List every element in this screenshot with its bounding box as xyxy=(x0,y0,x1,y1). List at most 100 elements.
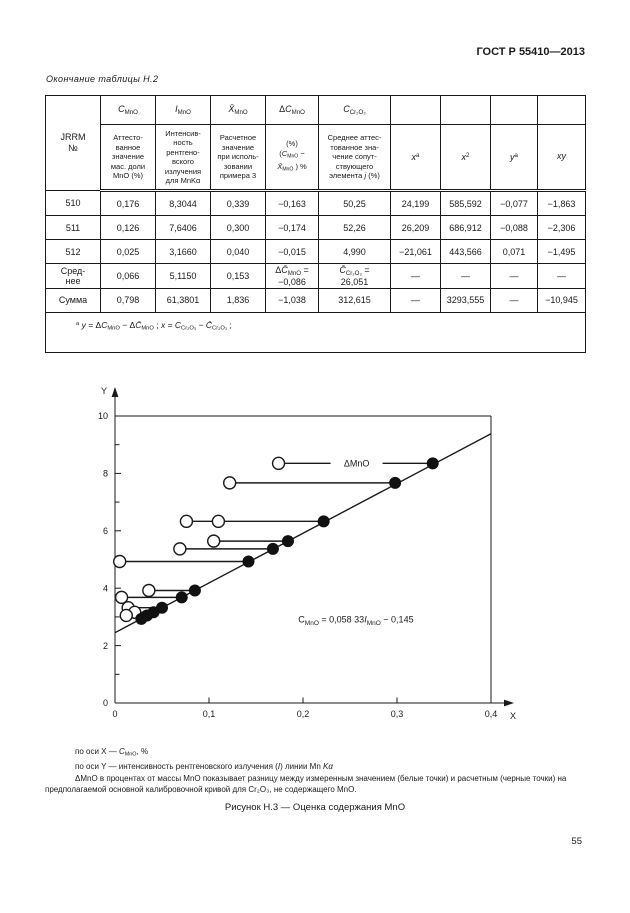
svg-text:Y: Y xyxy=(101,386,107,396)
table-cell: 0,339 xyxy=(210,190,266,216)
svg-text:0,2: 0,2 xyxy=(297,709,310,719)
filled-point xyxy=(188,584,201,597)
col-desc-3: (%) (CMnO − X̄MnO ) % xyxy=(265,124,319,192)
table-cell: 3,1660 xyxy=(155,239,211,264)
results-table: JRRM № CMnO IMnO X̄MnO ΔCMnO CCr₂O₃ Аттесто-ван… xyxy=(45,95,586,353)
table-cell: 0,025 xyxy=(100,239,156,264)
table-row: Сумма 0,798 61,3801 1,836 −1,038 312,615—3293… xyxy=(45,287,586,313)
col-desc-2: Расчетное значение при исполь-зовании приме… xyxy=(210,124,266,192)
filled-point xyxy=(317,515,330,528)
table-cell: −10,945 xyxy=(537,287,586,313)
col-symbol-8 xyxy=(537,95,586,125)
svg-text:4: 4 xyxy=(103,583,108,593)
open-point xyxy=(179,514,194,529)
col-desc-4: Среднее аттес-тованное зна-чение сопут-с… xyxy=(318,124,391,192)
delta-connectors xyxy=(119,462,433,617)
open-point xyxy=(206,534,221,548)
footnote-row: а y = ΔCMnO − ΔC̄MnO ; x = CCr₂O₃ − C̄Cr… xyxy=(45,311,586,353)
table-cell: −0,088 xyxy=(490,215,538,240)
table-cell: −0,163 xyxy=(265,190,319,216)
table-row: 512 0,025 3,1660 0,040 −0,015 4,990 −21,061 443… xyxy=(45,239,586,264)
figure-caption: Рисунок Н.3 — Оценка содержания MnO xyxy=(224,802,406,813)
filled-point xyxy=(426,457,439,470)
table-cell: −0,015 xyxy=(265,239,319,264)
svg-text:ΔMnO: ΔMnO xyxy=(344,459,370,469)
open-point xyxy=(211,514,226,529)
row-label: 511 xyxy=(45,215,101,240)
axes: Y X 0 2 4 6 8 10 0 0,1 0,2 0,3 0,4 xyxy=(98,386,516,721)
svg-text:0: 0 xyxy=(112,709,117,719)
col-symbol-0: CMnO xyxy=(100,95,156,125)
table-cell: 0,126 xyxy=(100,215,156,240)
col-desc-7: yа xyxy=(490,124,538,192)
table-row: 511 0,126 7,6406 0,300 −0,174 52,26 26,209 686,… xyxy=(45,215,586,240)
row-label: Сред-нее xyxy=(45,263,101,289)
table-cell: — xyxy=(440,263,491,289)
row-label: Сумма xyxy=(45,287,101,313)
figure-note-1: по оси X — CMnO, % xyxy=(75,747,149,758)
figure-note-3: ΔMnO в процентах от массы MnO показывает… xyxy=(45,773,567,795)
col-symbol-6 xyxy=(440,95,491,125)
col-desc-5: xа xyxy=(390,124,441,192)
table-cell: −1,495 xyxy=(537,239,586,264)
open-point xyxy=(222,476,237,490)
col-symbol-2: X̄MnO xyxy=(210,95,266,125)
table-cell: −1,863 xyxy=(537,190,586,216)
open-point xyxy=(142,583,156,598)
col-desc-1: Интенсив-ность рентгено-вского излучения дл… xyxy=(155,124,211,192)
table-cell: 50,25 xyxy=(318,190,391,216)
svg-text:6: 6 xyxy=(103,526,108,536)
col-header-jrrm: JRRM № xyxy=(45,95,101,191)
svg-text:8: 8 xyxy=(103,469,108,479)
table-cell: 0,071 xyxy=(490,239,538,264)
table-cell: 4,990 xyxy=(318,239,391,264)
table-cell: 0,300 xyxy=(210,215,266,240)
standard-number: ГОСТ Р 55410—2013 xyxy=(476,46,585,58)
filled-point xyxy=(266,542,279,555)
table-cell: — xyxy=(490,287,538,313)
figure-note-2: по оси Y — интенсивность рентгеновского … xyxy=(75,762,333,772)
figure-notes: по оси X — CMnO, % по оси Y — интенсивнос… xyxy=(45,746,587,796)
col-symbol-1: IMnO xyxy=(155,95,211,125)
filled-point xyxy=(175,591,188,604)
table-cell: 585,592 xyxy=(440,190,491,216)
table-cell: 8,3044 xyxy=(155,190,211,216)
table-cell: — xyxy=(490,263,538,289)
table-cell: 5,1150 xyxy=(155,263,211,289)
col-symbol-4: CCr₂O₃ xyxy=(318,95,391,125)
table-cell: −2,306 xyxy=(537,215,586,240)
table-footnote: а y = ΔCMnO − ΔC̄MnO ; x = CCr₂O₃ − C̄Cr… xyxy=(45,311,586,353)
col-symbol-3: ΔCMnO xyxy=(265,95,319,125)
page-number: 55 xyxy=(571,836,582,847)
table-row: Сред-нее 0,066 5,1150 0,153 ΔC̄MnO = −0,086 C̄… xyxy=(45,263,586,289)
table-row: 510 0,176 8,3044 0,339 −0,163 50,25 24,199 585,… xyxy=(45,190,586,216)
svg-text:2: 2 xyxy=(103,641,108,651)
open-point xyxy=(114,590,129,605)
table-cell: 0,153 xyxy=(210,263,266,289)
table-cell: 52,26 xyxy=(318,215,391,240)
table-cell: −21,061 xyxy=(390,239,441,264)
col-desc-6: x2 xyxy=(440,124,491,192)
svg-text:0: 0 xyxy=(103,698,108,708)
col-desc-0: Аттесто-ванное значение мас. доли MnO (%) xyxy=(100,124,156,192)
table-cell: −0,174 xyxy=(265,215,319,240)
svg-text:0,4: 0,4 xyxy=(485,709,498,719)
col-symbol-5 xyxy=(390,95,441,125)
row-label: 512 xyxy=(45,239,101,264)
table-cell: 1,836 xyxy=(210,287,266,313)
col-desc-8: xy xyxy=(537,124,586,192)
table-cell: — xyxy=(537,263,586,289)
table-cell: C̄Cr₂O₃ = 26,051 xyxy=(318,263,391,289)
table-cell: 312,615 xyxy=(318,287,391,313)
table-cell: 61,3801 xyxy=(155,287,211,313)
calibration-equation: CMnO = 0,058 33IMnO − 0,145 xyxy=(298,615,413,628)
data-points xyxy=(112,456,439,625)
table-cell: ΔC̄MnO = −0,086 xyxy=(265,263,319,289)
delta-mno-label: ΔMnO xyxy=(330,456,383,470)
table-cell: 686,912 xyxy=(440,215,491,240)
table-cell: 0,066 xyxy=(100,263,156,289)
filled-point xyxy=(281,535,294,548)
svg-text:0,1: 0,1 xyxy=(203,709,216,719)
filled-point xyxy=(242,555,255,568)
